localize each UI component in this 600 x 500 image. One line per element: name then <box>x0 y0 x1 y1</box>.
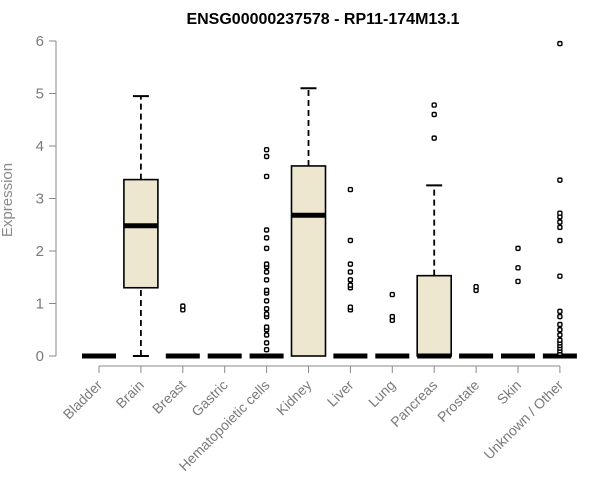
outlier-point <box>515 245 521 252</box>
x-tick-label: Bladder <box>60 377 106 423</box>
outlier-point <box>557 332 563 338</box>
box-prostate <box>459 284 494 359</box>
outlier-point <box>263 153 270 160</box>
outlier-point <box>557 321 563 328</box>
outlier-point <box>515 278 521 285</box>
outlier-point <box>557 237 563 244</box>
outlier-point <box>263 269 270 275</box>
outlier-point <box>263 173 270 180</box>
box-unknown-other <box>542 40 577 359</box>
box-brain <box>123 95 159 357</box>
outlier-point <box>263 306 270 312</box>
outlier-point <box>263 277 270 283</box>
outlier-point <box>431 135 437 141</box>
box-iqr <box>416 274 453 357</box>
y-tick-label: 1 <box>36 296 44 313</box>
outlier-point <box>263 332 270 338</box>
outlier-point <box>515 265 521 271</box>
outlier-point <box>263 324 270 330</box>
x-tick-label: Breast <box>149 377 189 417</box>
x-tick-label: Skin <box>494 377 525 408</box>
x-tick-label: Brain <box>113 377 147 411</box>
outlier-point <box>557 313 563 320</box>
x-tick-label: Unknown / Other <box>480 377 566 463</box>
outlier-point <box>389 313 395 320</box>
chart-title: ENSG00000237578 - RP11-174M13.1 <box>186 11 459 28</box>
outlier-point <box>431 102 437 108</box>
outlier-point <box>557 40 563 47</box>
box-lung <box>375 291 410 359</box>
box-skin <box>501 245 535 359</box>
outlier-point <box>263 340 270 346</box>
outlier-point <box>263 245 270 252</box>
outlier-point <box>263 261 270 267</box>
outlier-point <box>557 177 563 183</box>
outlier-point <box>347 277 354 283</box>
outlier-point <box>347 237 354 244</box>
box-liver <box>333 186 368 359</box>
outlier-point <box>347 304 354 310</box>
x-tick-label: Liver <box>324 377 357 410</box>
outlier-point <box>263 287 270 294</box>
box-iqr <box>290 165 327 357</box>
outlier-point <box>263 235 270 241</box>
outlier-point <box>557 273 563 279</box>
box-hematopoietic-cells <box>249 146 284 359</box>
outlier-point <box>473 284 479 290</box>
plot-area <box>82 40 577 359</box>
box-kidney <box>290 87 327 357</box>
outlier-point <box>431 111 437 118</box>
outlier-point <box>180 303 186 309</box>
box-pancreas <box>416 102 453 359</box>
outlier-point <box>263 227 270 233</box>
x-tick-label: Prostate <box>434 377 482 425</box>
outlier-point <box>389 291 395 298</box>
outlier-point <box>347 282 354 288</box>
box-breast <box>165 303 200 359</box>
box-iqr <box>123 178 159 289</box>
x-tick-label: Lung <box>365 377 398 410</box>
y-tick-label: 0 <box>36 348 44 365</box>
y-tick-label: 4 <box>36 138 44 155</box>
outlier-point <box>347 269 354 275</box>
outlier-point <box>347 261 354 267</box>
x-tick-label: Pancreas <box>387 377 440 430</box>
outlier-point <box>263 298 270 304</box>
outlier-point <box>347 186 354 193</box>
y-tick-label: 5 <box>36 86 44 103</box>
outlier-point <box>557 224 563 231</box>
y-tick-label: 6 <box>36 33 44 50</box>
y-axis: 0 1 2 3 4 5 6 <box>36 33 57 365</box>
outlier-point <box>263 347 270 353</box>
y-axis-label: Expression <box>0 163 16 237</box>
outlier-point <box>557 308 563 315</box>
outlier-point <box>263 311 270 317</box>
outlier-point <box>557 337 563 343</box>
outlier-point <box>557 219 563 225</box>
y-tick-label: 2 <box>36 243 44 260</box>
y-tick-label: 3 <box>36 191 44 208</box>
outlier-point <box>557 327 563 333</box>
outlier-point <box>263 146 270 153</box>
x-tick-label: Kidney <box>273 377 315 419</box>
outlier-point <box>557 210 563 216</box>
